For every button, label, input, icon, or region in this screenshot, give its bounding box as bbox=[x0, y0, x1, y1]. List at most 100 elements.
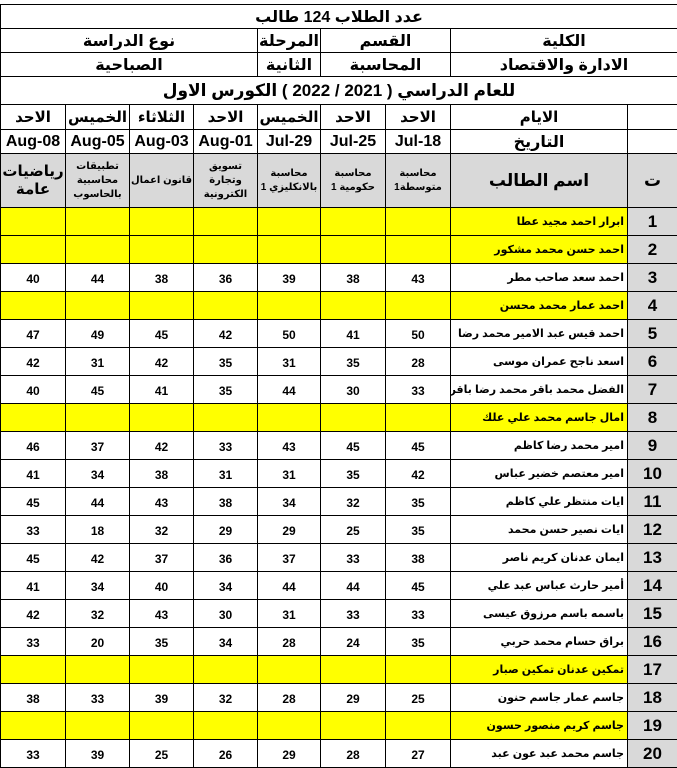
score-cell[interactable]: 38 bbox=[194, 488, 258, 516]
score-cell[interactable]: 28 bbox=[321, 740, 386, 768]
student-name[interactable]: ايات نصير حسن محمد bbox=[451, 516, 628, 544]
score-cell[interactable]: 35 bbox=[386, 516, 451, 544]
score-cell[interactable] bbox=[258, 712, 321, 740]
score-cell[interactable]: 33 bbox=[1, 740, 66, 768]
score-cell[interactable] bbox=[386, 404, 451, 432]
score-cell[interactable] bbox=[1, 292, 66, 320]
score-cell[interactable]: 33 bbox=[1, 628, 66, 656]
score-cell[interactable]: 33 bbox=[386, 600, 451, 628]
stage-value[interactable]: الثانية bbox=[258, 53, 321, 77]
exam-subject[interactable]: محاسبة حكومية 1 bbox=[321, 154, 386, 208]
score-cell[interactable]: 33 bbox=[321, 600, 386, 628]
course-title[interactable]: للعام الدراسي ( 2021 / 2022 ) الكورس الا… bbox=[1, 77, 677, 105]
score-cell[interactable]: 31 bbox=[258, 600, 321, 628]
score-cell[interactable]: 37 bbox=[66, 432, 130, 460]
score-cell[interactable]: 29 bbox=[258, 516, 321, 544]
score-cell[interactable]: 38 bbox=[1, 684, 66, 712]
score-cell[interactable]: 25 bbox=[321, 516, 386, 544]
score-cell[interactable] bbox=[386, 712, 451, 740]
student-number[interactable]: 1 bbox=[628, 208, 677, 236]
student-name[interactable]: احمد حسن محمد مشكور bbox=[451, 236, 628, 264]
exam-subject[interactable]: تسويق وتجارة الكترونية bbox=[194, 154, 258, 208]
study-type-label[interactable]: نوع الدراسة bbox=[1, 29, 258, 53]
score-cell[interactable] bbox=[1, 712, 66, 740]
student-number[interactable]: 18 bbox=[628, 684, 677, 712]
days-label[interactable]: الايام bbox=[451, 105, 628, 130]
student-name[interactable]: احمد عمار محمد محسن bbox=[451, 292, 628, 320]
score-cell[interactable] bbox=[130, 292, 194, 320]
student-name[interactable]: جاسم محمد عبد عون عبد bbox=[451, 740, 628, 768]
score-cell[interactable] bbox=[258, 404, 321, 432]
score-cell[interactable]: 20 bbox=[66, 628, 130, 656]
exam-date[interactable]: 01-Aug bbox=[194, 130, 258, 154]
exam-date[interactable]: 18-Jul bbox=[386, 130, 451, 154]
student-name[interactable]: ابرار احمد مجيد عطا bbox=[451, 208, 628, 236]
score-cell[interactable] bbox=[66, 712, 130, 740]
score-cell[interactable]: 26 bbox=[194, 740, 258, 768]
student-number[interactable]: 20 bbox=[628, 740, 677, 768]
score-cell[interactable] bbox=[258, 656, 321, 684]
score-cell[interactable]: 37 bbox=[258, 544, 321, 572]
score-cell[interactable] bbox=[258, 208, 321, 236]
score-cell[interactable]: 31 bbox=[66, 348, 130, 376]
score-cell[interactable] bbox=[258, 292, 321, 320]
score-cell[interactable]: 32 bbox=[321, 488, 386, 516]
score-cell[interactable] bbox=[1, 208, 66, 236]
score-cell[interactable]: 33 bbox=[321, 544, 386, 572]
student-name[interactable]: أمير حارث عباس عبد علي bbox=[451, 572, 628, 600]
student-name[interactable]: احمد سعد صاحب مطر bbox=[451, 264, 628, 292]
score-cell[interactable] bbox=[321, 404, 386, 432]
score-cell[interactable]: 49 bbox=[66, 320, 130, 348]
score-cell[interactable]: 35 bbox=[194, 348, 258, 376]
score-cell[interactable]: 45 bbox=[1, 488, 66, 516]
score-cell[interactable]: 28 bbox=[258, 628, 321, 656]
exam-date[interactable]: 05-Aug bbox=[66, 130, 130, 154]
score-cell[interactable]: 39 bbox=[130, 684, 194, 712]
student-number[interactable]: 13 bbox=[628, 544, 677, 572]
score-cell[interactable]: 35 bbox=[321, 348, 386, 376]
score-cell[interactable] bbox=[386, 656, 451, 684]
score-cell[interactable]: 44 bbox=[258, 572, 321, 600]
student-name[interactable]: جاسم عمار جاسم حنون bbox=[451, 684, 628, 712]
student-name[interactable]: تمكين عدنان تمكين صبار bbox=[451, 656, 628, 684]
exam-date[interactable]: 25-Jul bbox=[321, 130, 386, 154]
score-cell[interactable] bbox=[1, 404, 66, 432]
student-number[interactable]: 10 bbox=[628, 460, 677, 488]
score-cell[interactable] bbox=[321, 208, 386, 236]
score-cell[interactable] bbox=[194, 236, 258, 264]
score-cell[interactable]: 35 bbox=[386, 628, 451, 656]
score-cell[interactable]: 45 bbox=[321, 432, 386, 460]
student-number[interactable]: 16 bbox=[628, 628, 677, 656]
score-cell[interactable]: 31 bbox=[194, 460, 258, 488]
score-cell[interactable]: 47 bbox=[1, 320, 66, 348]
score-cell[interactable] bbox=[386, 236, 451, 264]
exam-subject[interactable]: محاسبة متوسطة1 bbox=[386, 154, 451, 208]
department-label[interactable]: القسم bbox=[321, 29, 451, 53]
score-cell[interactable]: 44 bbox=[321, 572, 386, 600]
score-cell[interactable]: 31 bbox=[258, 348, 321, 376]
score-cell[interactable] bbox=[66, 404, 130, 432]
student-number[interactable]: 19 bbox=[628, 712, 677, 740]
score-cell[interactable]: 43 bbox=[130, 488, 194, 516]
college-label[interactable]: الكلية bbox=[451, 29, 677, 53]
score-cell[interactable] bbox=[258, 236, 321, 264]
score-cell[interactable]: 36 bbox=[194, 264, 258, 292]
score-cell[interactable]: 40 bbox=[1, 264, 66, 292]
score-cell[interactable]: 50 bbox=[386, 320, 451, 348]
score-cell[interactable]: 32 bbox=[66, 600, 130, 628]
score-cell[interactable]: 38 bbox=[386, 544, 451, 572]
score-cell[interactable]: 33 bbox=[1, 516, 66, 544]
score-cell[interactable]: 18 bbox=[66, 516, 130, 544]
score-cell[interactable] bbox=[321, 656, 386, 684]
exam-subject[interactable]: رياضيات عامة bbox=[1, 154, 66, 208]
score-cell[interactable]: 41 bbox=[1, 572, 66, 600]
score-cell[interactable]: 28 bbox=[386, 348, 451, 376]
student-number[interactable]: 12 bbox=[628, 516, 677, 544]
exam-day[interactable]: الاحد bbox=[194, 105, 258, 130]
score-cell[interactable] bbox=[194, 656, 258, 684]
exam-subject[interactable]: قانون اعمال bbox=[130, 154, 194, 208]
exam-subject[interactable]: محاسبة بالانكليزي 1 bbox=[258, 154, 321, 208]
score-cell[interactable]: 36 bbox=[194, 544, 258, 572]
score-cell[interactable] bbox=[130, 404, 194, 432]
score-cell[interactable]: 34 bbox=[66, 572, 130, 600]
